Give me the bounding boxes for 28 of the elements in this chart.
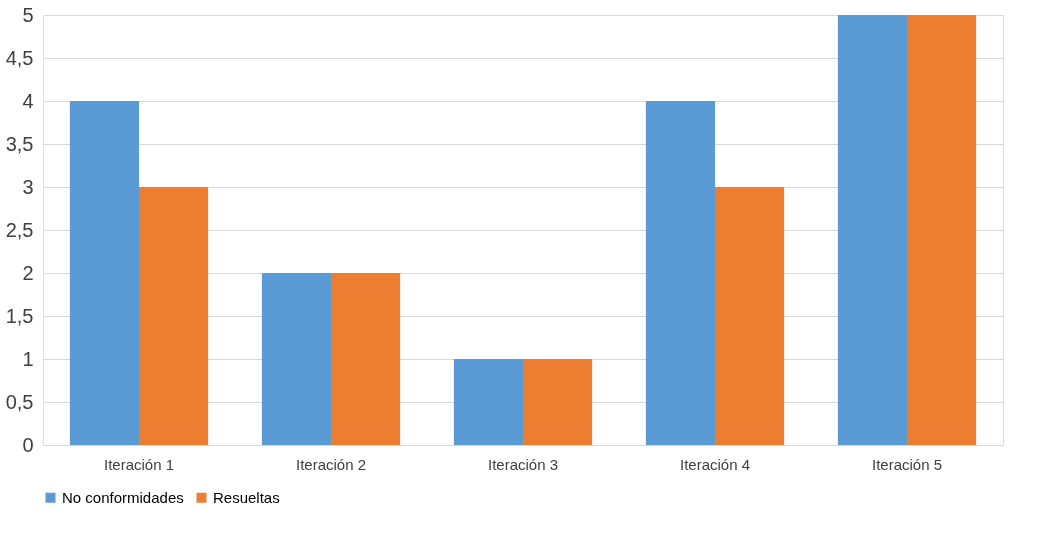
bar <box>523 359 593 445</box>
legend-label: Resueltas <box>213 488 280 506</box>
y-tick-label: 4 <box>22 89 34 112</box>
bar <box>837 15 907 445</box>
y-tick-label: 0 <box>22 433 34 456</box>
bar <box>645 101 715 445</box>
bar <box>261 273 331 445</box>
y-tick-label: 4,5 <box>5 46 34 69</box>
x-tick-label: Iteración 3 <box>487 455 559 473</box>
bar <box>715 187 785 445</box>
x-tick-label: Iteración 4 <box>679 455 751 473</box>
y-tick-label: 1,5 <box>5 304 34 327</box>
y-tick-label: 5 <box>22 3 34 26</box>
y-tick-label: 3 <box>22 175 34 198</box>
y-tick-label: 1 <box>22 347 34 370</box>
x-tick-label: Iteración 1 <box>103 455 175 473</box>
legend-label: No conformidades <box>62 488 184 506</box>
bar <box>453 359 523 445</box>
y-tick-label: 2,5 <box>5 218 34 241</box>
y-tick-label: 0,5 <box>5 390 34 413</box>
y-tick-label: 2 <box>22 261 34 284</box>
bar <box>907 15 977 445</box>
bar <box>139 187 209 445</box>
x-tick-label: Iteración 2 <box>295 455 367 473</box>
x-tick-label: Iteración 5 <box>871 455 943 473</box>
y-tick-label: 3,5 <box>5 132 34 155</box>
bar <box>69 101 139 445</box>
bar <box>331 273 401 445</box>
